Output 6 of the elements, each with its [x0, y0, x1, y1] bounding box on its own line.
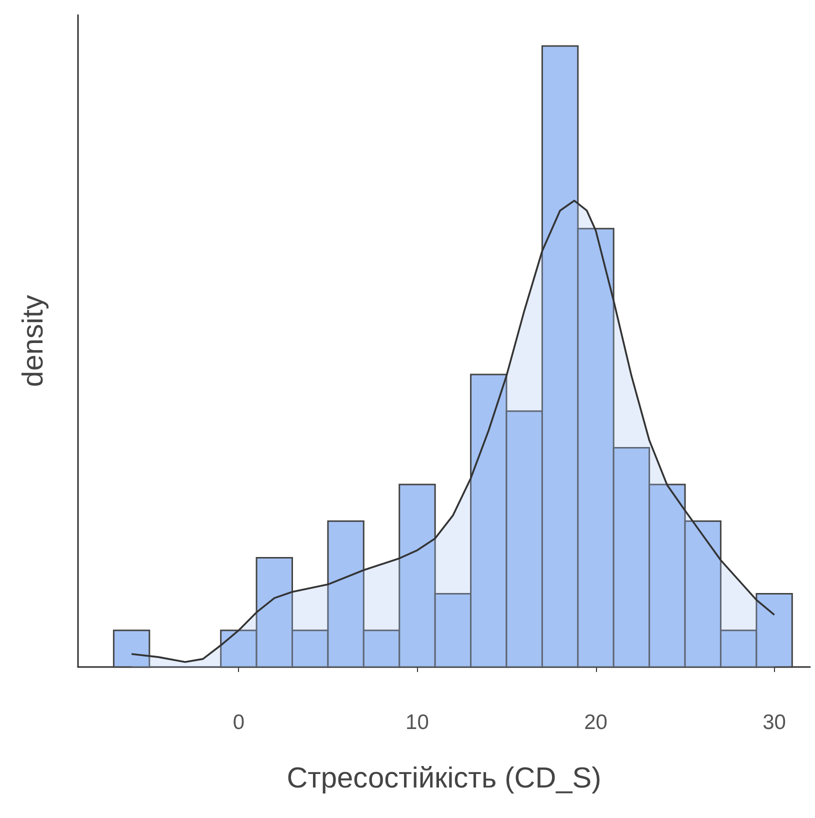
x-tick-label: 30	[762, 711, 786, 734]
y-axis-title: density	[18, 294, 50, 387]
x-tick-label: 20	[584, 711, 608, 734]
x-tick-label: 10	[406, 711, 429, 734]
x-axis-title: Стресостійкість (CD_S)	[286, 762, 602, 794]
x-tick-label: 0	[232, 711, 245, 734]
